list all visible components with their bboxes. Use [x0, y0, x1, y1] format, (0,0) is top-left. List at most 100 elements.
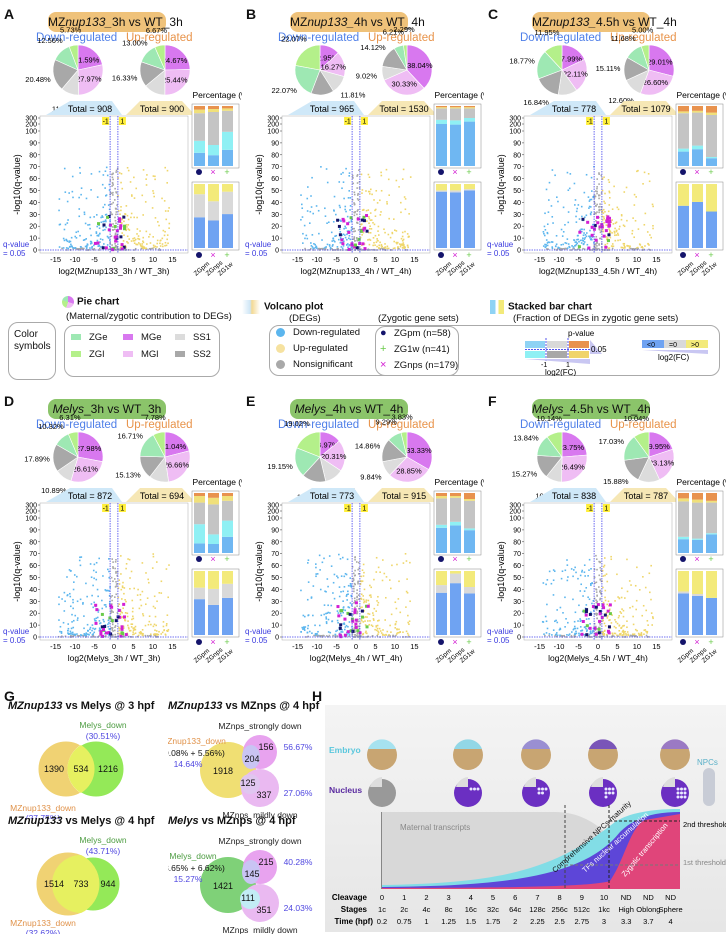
volcano-point — [596, 613, 599, 615]
volcano-point — [79, 172, 81, 174]
total-down: Total = 778 — [552, 104, 596, 114]
stacked-bar-segment — [678, 113, 689, 149]
volcano-point — [95, 619, 97, 622]
volcano-point — [605, 633, 608, 636]
volcano-point — [344, 628, 346, 631]
volcano-point — [61, 598, 63, 600]
volcano-point — [135, 243, 138, 246]
venn-label: 337 — [256, 790, 271, 800]
volcano-point — [314, 246, 317, 249]
volcano-point — [600, 192, 603, 194]
zygotic-gene-point — [122, 215, 126, 219]
volcano-point — [567, 221, 570, 224]
volcano-point — [306, 237, 309, 240]
volcano-point — [78, 559, 81, 562]
y-tick-label: 100 — [25, 129, 37, 136]
x-axis-label: log2(MZnup133_3h / WT_3h) — [58, 266, 169, 276]
volcano-point — [340, 220, 342, 222]
venn-label: (43.71%) — [86, 846, 121, 856]
volcano-point — [108, 594, 111, 597]
volcano-point — [160, 633, 163, 635]
pie-legend-mge: MGe — [123, 332, 175, 343]
cleavage-value: 4 — [469, 893, 473, 902]
volcano-point — [646, 630, 649, 633]
total-up: Total = 1079 — [621, 104, 670, 114]
volcano-point — [636, 170, 638, 173]
volcano-point — [339, 236, 342, 239]
volcano-point — [596, 245, 598, 247]
volcano-point — [381, 248, 384, 250]
pie-label: 16.84% — [523, 98, 549, 107]
volcano-point — [306, 631, 309, 634]
volcano-point — [117, 587, 120, 589]
volcano-point — [123, 627, 125, 629]
volcano-point — [564, 247, 567, 250]
cleavage-value: 6 — [513, 893, 517, 902]
volcano-point — [111, 603, 113, 605]
stacked-bar-segment — [194, 109, 205, 114]
volcano-point — [619, 634, 621, 636]
volcano-point — [604, 596, 606, 599]
x-tick-label: 0 — [354, 642, 358, 651]
swatch — [175, 334, 185, 341]
volcano-point — [545, 239, 548, 241]
volcano-point — [133, 249, 135, 251]
volcano-point — [78, 196, 80, 199]
stacked-bar-segment — [692, 201, 703, 248]
volcano-point — [96, 225, 99, 228]
volcano-point — [164, 241, 167, 244]
volcano-point — [592, 223, 594, 226]
volcano-point — [360, 580, 363, 583]
total-up-bg — [126, 101, 195, 115]
volcano-point — [342, 181, 345, 183]
volcano-point — [110, 235, 113, 237]
zygotic-gene-point — [360, 218, 364, 222]
pie-label: 26.49% — [559, 462, 585, 471]
volcano-point — [91, 594, 93, 597]
volcano-point — [116, 612, 119, 614]
pie-slice-mgl — [77, 64, 104, 96]
pie-label: 18.77% — [509, 57, 535, 66]
cleavage-value: ND — [621, 893, 632, 902]
zygotic-gene-point — [338, 626, 342, 630]
volcano-point — [349, 577, 352, 579]
volcano-point — [629, 247, 632, 250]
volcano-point — [397, 246, 399, 248]
volcano-point — [402, 562, 405, 564]
x-tick-label: 0 — [112, 255, 116, 264]
x-tick-label: -10 — [554, 255, 565, 264]
volcano-point — [390, 613, 393, 616]
zg1w-symbol: + — [224, 167, 229, 177]
label: ZGl — [89, 349, 105, 360]
volcano-point — [111, 621, 114, 624]
npc-dot — [537, 787, 541, 791]
volcano-point — [578, 248, 580, 250]
volcano-point — [92, 606, 95, 609]
venn-label: (9.08% + 5.56%) — [168, 748, 225, 758]
volcano-point — [600, 209, 602, 211]
volcano-point — [152, 247, 154, 250]
volcano-point — [337, 576, 339, 579]
volcano-point — [385, 633, 387, 636]
pie-label: 29.01% — [647, 58, 673, 67]
volcano-point — [390, 587, 392, 590]
volcano-point — [598, 244, 600, 246]
volcano-point — [628, 247, 631, 249]
volcano-point — [83, 634, 86, 637]
legend-swatch-down-sig — [525, 341, 545, 348]
volcano-point — [563, 247, 565, 250]
venn-label: 145 — [244, 869, 259, 879]
volcano-point — [602, 230, 605, 233]
pie-slice-zgl — [67, 431, 79, 458]
fc-pos-mark-label: 1 — [120, 506, 124, 513]
volcano-point — [555, 635, 558, 638]
total-up-bg — [368, 101, 437, 115]
npc-dot — [676, 787, 680, 791]
y-tick-label: 80 — [271, 152, 279, 159]
volcano-point — [595, 558, 598, 560]
volcano-point — [162, 245, 164, 248]
zygotic-gene-point — [594, 632, 598, 636]
volcano-point — [368, 623, 371, 626]
volcano-point — [59, 625, 62, 628]
volcano-point — [333, 195, 336, 198]
